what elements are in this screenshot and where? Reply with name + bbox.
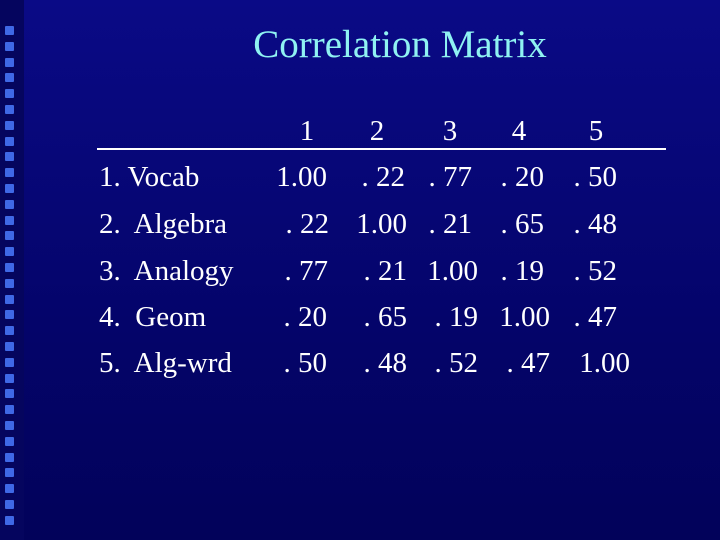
row-label: 4. Geom — [99, 301, 207, 333]
column-header: 2 — [369, 115, 385, 147]
matrix-cell: . 47 — [506, 347, 551, 379]
side-square-pattern — [5, 26, 19, 532]
row-label: 1. Vocab — [99, 161, 200, 193]
matrix-cell: . 52 — [573, 255, 618, 287]
column-header: 4 — [511, 115, 527, 147]
matrix-cell: 1.00 — [579, 347, 630, 379]
matrix-cell: . 22 — [361, 161, 406, 193]
column-header: 1 — [299, 115, 315, 147]
matrix-cell: . 21 — [428, 208, 473, 240]
matrix-cell: . 50 — [573, 161, 618, 193]
matrix-cell: . 47 — [573, 301, 618, 333]
slide-title: Correlation Matrix — [253, 23, 547, 66]
matrix-cell: . 21 — [363, 255, 408, 287]
column-header: 3 — [442, 115, 458, 147]
matrix-cell: 1.00 — [356, 208, 407, 240]
slide-title-container: Correlation Matrix — [100, 20, 700, 70]
matrix-cell: 1.00 — [276, 161, 327, 193]
matrix-cell: . 65 — [500, 208, 545, 240]
matrix-cell: . 20 — [500, 161, 545, 193]
matrix-cell: . 48 — [363, 347, 408, 379]
row-label: 2. Algebra — [99, 208, 228, 240]
matrix-cell: . 22 — [285, 208, 330, 240]
matrix-cell: . 19 — [434, 301, 479, 333]
matrix-cell: . 77 — [284, 255, 329, 287]
matrix-cell: . 20 — [283, 301, 328, 333]
header-rule — [97, 148, 666, 150]
matrix-cell: . 19 — [500, 255, 545, 287]
matrix-cell: 1.00 — [427, 255, 478, 287]
column-header: 5 — [588, 115, 604, 147]
matrix-cell: . 65 — [363, 301, 408, 333]
matrix-cell: . 52 — [434, 347, 479, 379]
row-label: 5. Alg-wrd — [99, 347, 232, 379]
matrix-cell: 1.00 — [499, 301, 550, 333]
matrix-cell: . 48 — [573, 208, 618, 240]
matrix-cell: . 77 — [428, 161, 473, 193]
matrix-cell: . 50 — [283, 347, 328, 379]
side-strip — [0, 0, 24, 540]
row-label: 3. Analogy — [99, 255, 234, 287]
